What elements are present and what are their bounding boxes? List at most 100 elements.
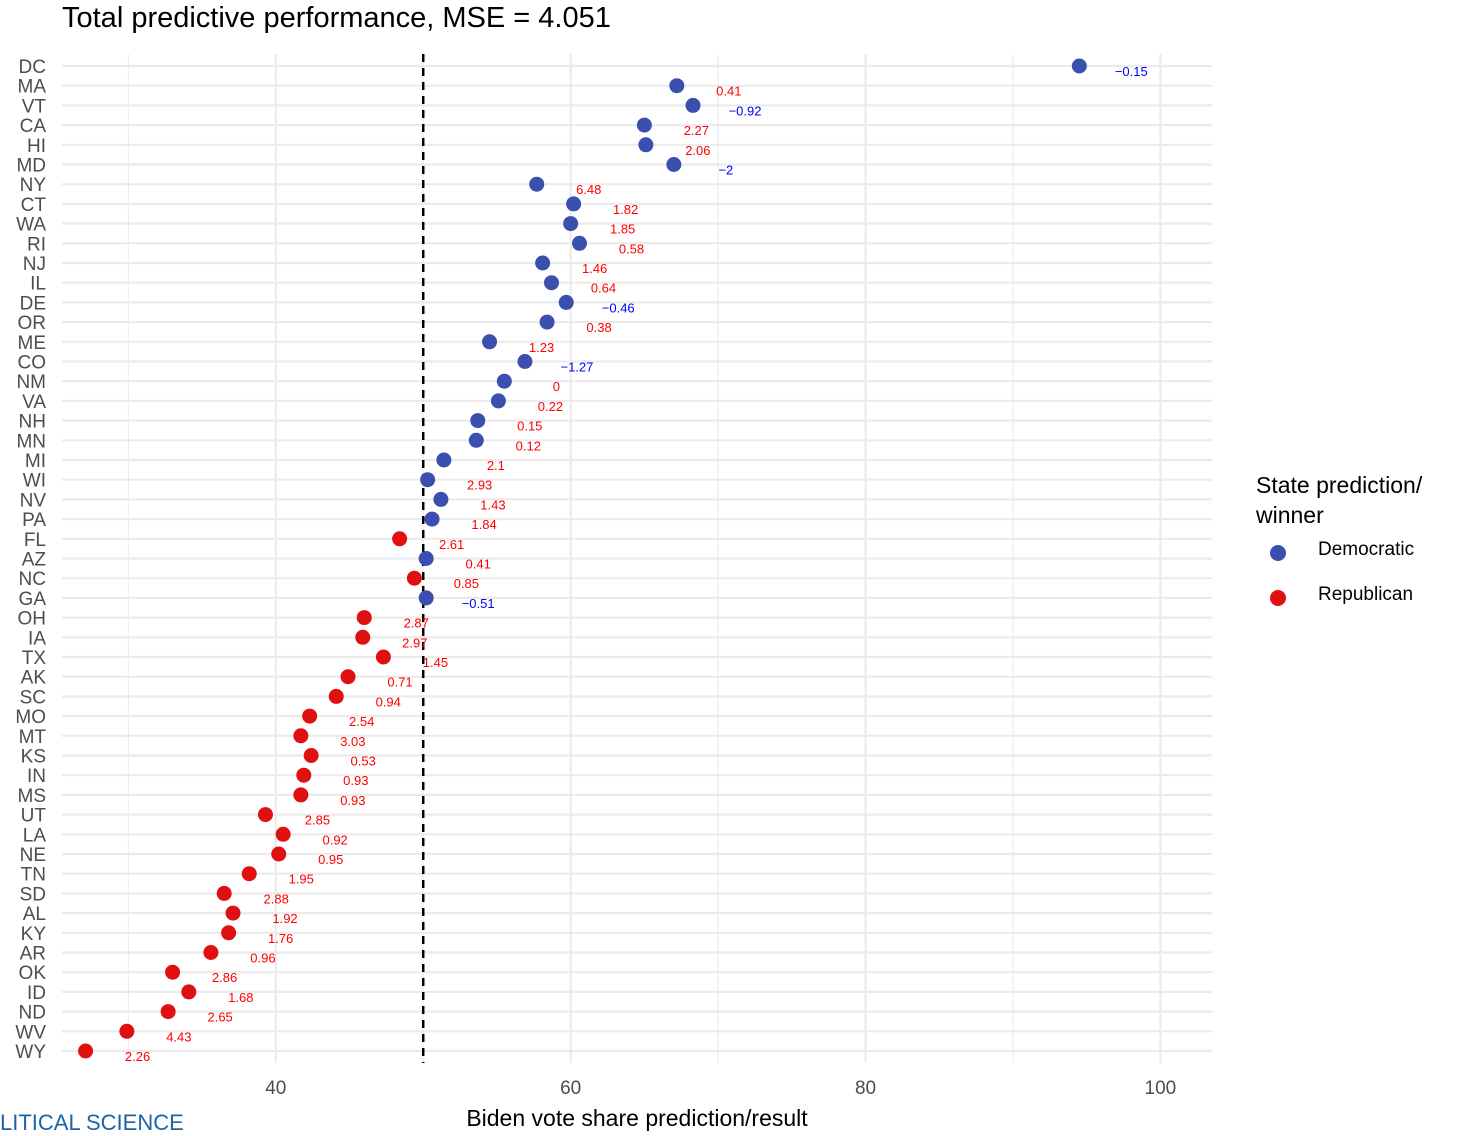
value-label-dc: −0.15 xyxy=(1115,64,1148,79)
value-label-al: 1.92 xyxy=(272,911,297,926)
y-tick-label-mn: MN xyxy=(16,431,46,452)
value-label-mi: 2.1 xyxy=(487,458,505,473)
data-point-mt xyxy=(293,728,308,743)
value-label-il: 0.64 xyxy=(591,281,616,296)
data-point-ut xyxy=(258,807,273,822)
y-tick-label-nv: NV xyxy=(20,490,47,511)
legend-label-democratic: Democratic xyxy=(1318,539,1414,561)
x-tick-label: 60 xyxy=(560,1078,581,1099)
y-tick-label-id: ID xyxy=(27,983,46,1004)
y-tick-label-mt: MT xyxy=(19,727,47,748)
data-point-wv xyxy=(119,1024,134,1039)
data-point-nd xyxy=(161,1004,176,1019)
data-point-az xyxy=(419,551,434,566)
data-point-il xyxy=(544,275,559,290)
y-tick-label-me: ME xyxy=(18,333,47,354)
value-label-vt: −0.92 xyxy=(729,103,762,118)
y-tick-label-ri: RI xyxy=(27,234,46,255)
y-tick-label-nm: NM xyxy=(16,372,46,393)
data-point-ks xyxy=(304,748,319,763)
value-label-id: 1.68 xyxy=(228,990,253,1005)
value-label-ne: 0.95 xyxy=(318,852,343,867)
data-point-md xyxy=(666,157,681,172)
y-tick-label-ms: MS xyxy=(18,786,47,807)
y-tick-label-pa: PA xyxy=(22,510,46,531)
value-label-md: −2 xyxy=(718,163,733,178)
y-tick-label-ok: OK xyxy=(19,963,47,984)
data-point-mn xyxy=(469,433,484,448)
data-point-al xyxy=(226,906,241,921)
value-label-ia: 2.97 xyxy=(402,635,427,650)
y-tick-label-wv: WV xyxy=(15,1022,46,1043)
value-label-ri: 0.58 xyxy=(619,241,644,256)
y-tick-label-al: AL xyxy=(23,904,46,925)
y-tick-label-in: IN xyxy=(27,766,46,787)
value-label-in: 0.93 xyxy=(343,773,368,788)
y-tick-label-wa: WA xyxy=(16,215,46,236)
value-label-sc: 0.94 xyxy=(376,694,401,709)
y-axis-labels: DCMAVTCAHIMDNYCTWARINJILDEORMECONMVANHMN… xyxy=(15,57,46,1063)
y-tick-label-ky: KY xyxy=(21,924,47,945)
value-label-ms: 0.93 xyxy=(340,793,365,808)
y-tick-label-or: OR xyxy=(18,313,47,334)
value-label-co: −1.27 xyxy=(560,360,593,375)
value-label-va: 0.22 xyxy=(538,399,563,414)
value-label-sd: 2.88 xyxy=(264,891,289,906)
y-tick-label-wy: WY xyxy=(15,1042,46,1063)
value-label-ga: −0.51 xyxy=(462,596,495,611)
legend-key-democratic xyxy=(1270,545,1286,561)
y-tick-label-sc: SC xyxy=(20,687,46,708)
data-point-va xyxy=(491,393,506,408)
value-label-nj: 1.46 xyxy=(582,261,607,276)
y-tick-label-ny: NY xyxy=(20,175,47,196)
y-tick-label-md: MD xyxy=(16,156,46,177)
data-point-fl xyxy=(392,531,407,546)
data-point-mo xyxy=(302,709,317,724)
data-point-ne xyxy=(271,847,286,862)
data-point-nj xyxy=(535,256,550,271)
data-point-vt xyxy=(686,98,701,113)
y-tick-label-nd: ND xyxy=(19,1003,46,1024)
y-tick-label-ma: MA xyxy=(18,77,47,98)
value-label-ct: 1.82 xyxy=(613,202,638,217)
data-point-in xyxy=(296,768,311,783)
x-axis-title: Biden vote share prediction/result xyxy=(466,1105,808,1131)
data-point-ak xyxy=(341,669,356,684)
value-label-mt: 3.03 xyxy=(340,734,365,749)
legend-item-republican: Republican xyxy=(1256,575,1472,620)
data-point-or xyxy=(540,315,555,330)
y-tick-label-la: LA xyxy=(23,825,47,846)
value-label-wv: 4.43 xyxy=(166,1029,191,1044)
y-tick-label-ct: CT xyxy=(21,195,47,216)
y-tick-label-ut: UT xyxy=(21,806,47,827)
value-label-ks: 0.53 xyxy=(351,754,376,769)
value-label-la: 0.92 xyxy=(322,832,347,847)
y-tick-label-nh: NH xyxy=(19,412,46,433)
data-point-sc xyxy=(329,689,344,704)
y-tick-label-ga: GA xyxy=(19,589,47,610)
value-label-mn: 0.12 xyxy=(516,438,541,453)
value-label-ar: 0.96 xyxy=(250,951,275,966)
y-tick-label-ca: CA xyxy=(20,116,47,137)
value-label-ak: 0.71 xyxy=(387,675,412,690)
data-point-ny xyxy=(529,177,544,192)
data-point-nh xyxy=(470,413,485,428)
y-tick-label-mo: MO xyxy=(15,707,46,728)
y-tick-label-hi: HI xyxy=(27,136,46,157)
data-point-ms xyxy=(293,787,308,802)
value-label-ky: 1.76 xyxy=(268,931,293,946)
value-label-ut: 2.85 xyxy=(305,813,330,828)
chart-title: Total predictive performance, MSE = 4.05… xyxy=(62,2,611,35)
value-label-wy: 2.26 xyxy=(125,1049,150,1064)
data-point-ct xyxy=(566,196,581,211)
value-label-ny: 6.48 xyxy=(576,182,601,197)
data-point-id xyxy=(181,984,196,999)
legend-label-republican: Republican xyxy=(1318,584,1413,606)
y-tick-label-mi: MI xyxy=(25,451,46,472)
y-tick-label-dc: DC xyxy=(19,57,46,78)
data-point-dc xyxy=(1072,59,1087,74)
data-point-ma xyxy=(669,78,684,93)
legend-item-democratic: Democratic xyxy=(1256,530,1472,575)
data-point-sd xyxy=(217,886,232,901)
